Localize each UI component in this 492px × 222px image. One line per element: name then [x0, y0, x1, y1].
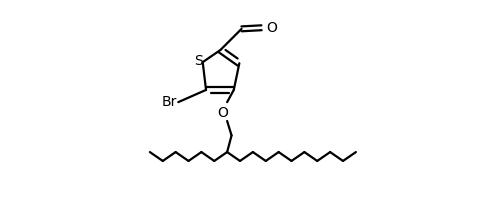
Text: S: S: [194, 54, 203, 68]
Text: Br: Br: [162, 95, 177, 109]
Text: O: O: [266, 21, 277, 35]
Text: O: O: [217, 106, 228, 120]
